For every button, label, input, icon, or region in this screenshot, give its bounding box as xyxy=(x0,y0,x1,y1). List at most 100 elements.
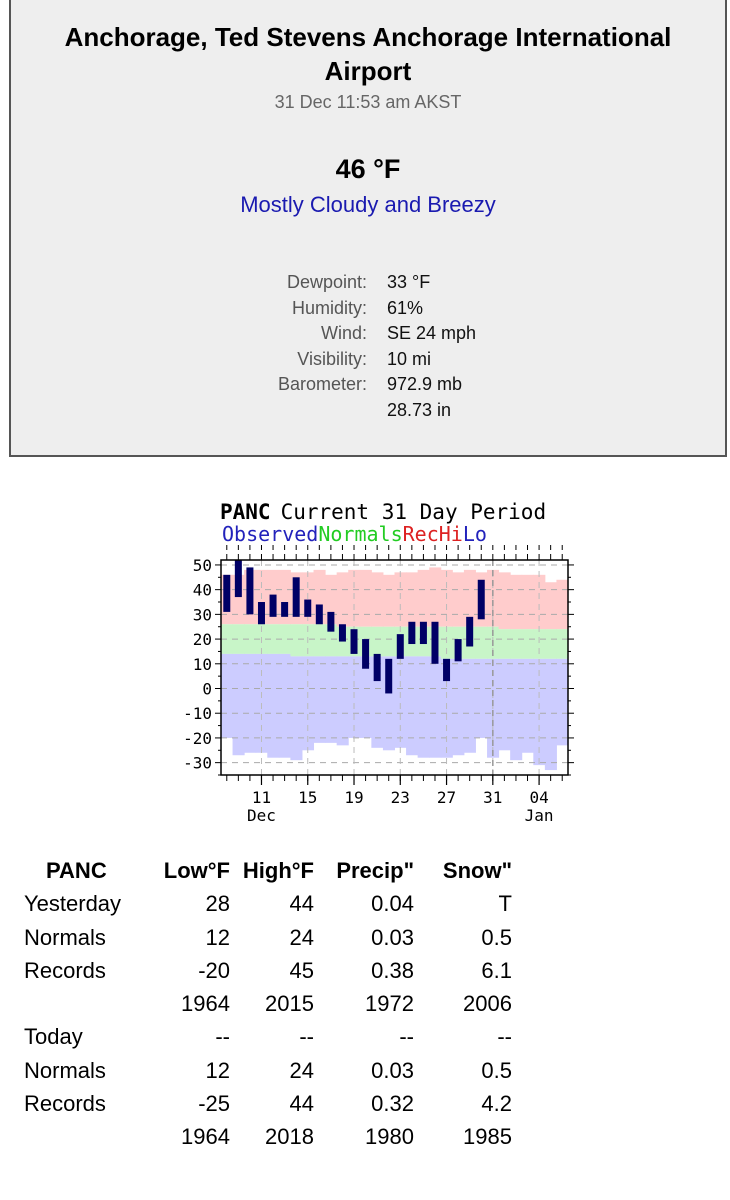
record-low-band xyxy=(533,658,546,766)
normals-band xyxy=(313,624,326,657)
station-title-line-2: Airport xyxy=(324,56,412,86)
normals-band xyxy=(267,624,280,654)
plot-area: 50 40 30 20 10 0 -10 -20 -30 11 15 19 23 27 31 04 Dec Jan xyxy=(183,545,574,825)
snow-cell: 6.1 xyxy=(481,957,512,983)
record-high-band xyxy=(463,569,476,627)
observed-bar xyxy=(466,616,474,647)
low-cell: 12 xyxy=(205,1057,230,1083)
precip-cell: 0.38 xyxy=(371,957,414,983)
barometer-label: Barometer: xyxy=(277,374,367,395)
record-low-band xyxy=(244,653,257,753)
high-cell: 2018 xyxy=(265,1124,314,1150)
x-tick-label: 04 xyxy=(529,788,548,807)
table-row: Normals 12 24 0.03 0.5 xyxy=(24,925,524,958)
table-header-row: PANC Low°F High°F Precip" Snow" xyxy=(24,858,524,891)
station-title-line-1: Anchorage, Ted Stevens Anchorage Interna… xyxy=(64,22,672,52)
plot-frame xyxy=(220,559,569,776)
low-cell: -20 xyxy=(198,957,230,983)
table-row: 1964 2015 1972 2006 xyxy=(24,991,524,1024)
observation-details: Dewpoint: 33 °F Humidity: 61% Wind: SE 2… xyxy=(11,272,725,426)
record-high-band xyxy=(544,582,557,630)
record-low-band xyxy=(394,656,407,748)
detail-row-dewpoint: Dewpoint: 33 °F xyxy=(11,272,725,298)
header-station: PANC xyxy=(46,858,107,883)
y-tick-label: 40 xyxy=(193,581,212,600)
precip-cell: -- xyxy=(399,1024,414,1050)
normals-band xyxy=(232,624,245,654)
table-row: Records -25 44 0.32 4.2 xyxy=(24,1091,524,1124)
record-low-band xyxy=(290,656,303,761)
record-low-band xyxy=(429,656,442,758)
observed-bar xyxy=(315,604,323,625)
record-high-band xyxy=(406,572,419,627)
legend-lo: Lo xyxy=(463,522,487,546)
record-low-band xyxy=(232,653,245,756)
record-high-band xyxy=(429,567,442,627)
high-cell: 24 xyxy=(289,924,314,950)
x-tick-label: 31 xyxy=(483,788,502,807)
chart-title-period: Current 31 Day Period xyxy=(281,500,547,524)
normals-band xyxy=(510,629,523,659)
normals-band xyxy=(244,624,257,654)
record-low-band xyxy=(278,653,291,758)
x-tick-label: 19 xyxy=(344,788,363,807)
legend-normals: Normals xyxy=(318,522,402,546)
observed-bar xyxy=(431,621,439,664)
observed-bar xyxy=(292,577,300,617)
observed-bar xyxy=(454,639,462,662)
header-low: Low°F xyxy=(163,858,230,883)
chart-legend: ObservedNormalsRecHiLo xyxy=(222,522,487,546)
normals-band xyxy=(521,629,534,659)
y-tick-label: 50 xyxy=(193,556,212,575)
humidity-label: Humidity: xyxy=(291,297,367,318)
observed-bar xyxy=(223,574,231,612)
x-month-label: Dec xyxy=(247,806,276,825)
observation-time: 31 Dec 11:53 am AKST xyxy=(274,92,462,112)
precip-cell: 1980 xyxy=(365,1124,414,1150)
header-snow: Snow" xyxy=(442,858,512,883)
record-low-band xyxy=(267,653,280,758)
temperature-chart: PANC Current 31 Day Period ObservedNormal… xyxy=(170,492,590,842)
observed-bar xyxy=(373,653,381,682)
y-tick-label: 10 xyxy=(193,655,212,674)
record-low-band xyxy=(325,656,338,743)
y-tick-label: -30 xyxy=(183,754,212,773)
record-low-band xyxy=(417,656,430,758)
snow-cell: T xyxy=(498,891,512,917)
record-high-band xyxy=(452,572,465,627)
table-row: Records -20 45 0.38 6.1 xyxy=(24,958,524,991)
record-low-band xyxy=(510,658,523,761)
record-high-band xyxy=(325,574,338,625)
normals-band xyxy=(382,626,395,657)
header-high: High°F xyxy=(242,858,314,883)
observed-bar xyxy=(327,611,335,632)
record-high-band xyxy=(394,572,407,627)
normals-band xyxy=(556,629,569,659)
header-precip: Precip" xyxy=(336,858,414,883)
detail-row-barometer: Barometer: 972.9 mb xyxy=(11,374,725,400)
detail-row-humidity: Humidity: 61% xyxy=(11,298,725,324)
station-title: Anchorage, Ted Stevens Anchorage Interna… xyxy=(11,20,725,88)
normals-band xyxy=(475,626,488,659)
record-high-band xyxy=(359,569,372,627)
observed-bar xyxy=(419,621,427,645)
low-cell: 28 xyxy=(205,891,230,917)
record-high-band xyxy=(336,572,349,627)
low-cell: 1964 xyxy=(181,1124,230,1150)
x-tick-label: 23 xyxy=(391,788,410,807)
x-tick-label: 11 xyxy=(252,788,271,807)
precip-cell: 0.32 xyxy=(371,1091,414,1117)
y-tick-label: 30 xyxy=(193,605,212,624)
record-low-band xyxy=(452,658,465,756)
normals-band xyxy=(221,624,234,654)
low-cell: -25 xyxy=(198,1091,230,1117)
row-label: Normals xyxy=(24,1057,106,1083)
record-high-band xyxy=(371,572,384,627)
table-row: Yesterday 28 44 0.04 T xyxy=(24,891,524,924)
precip-cell: 0.04 xyxy=(371,891,414,917)
high-cell: 45 xyxy=(289,957,314,983)
record-low-band xyxy=(463,658,476,753)
record-high-band xyxy=(533,574,546,630)
snow-cell: 0.5 xyxy=(481,1057,512,1083)
record-low-band xyxy=(221,653,234,738)
